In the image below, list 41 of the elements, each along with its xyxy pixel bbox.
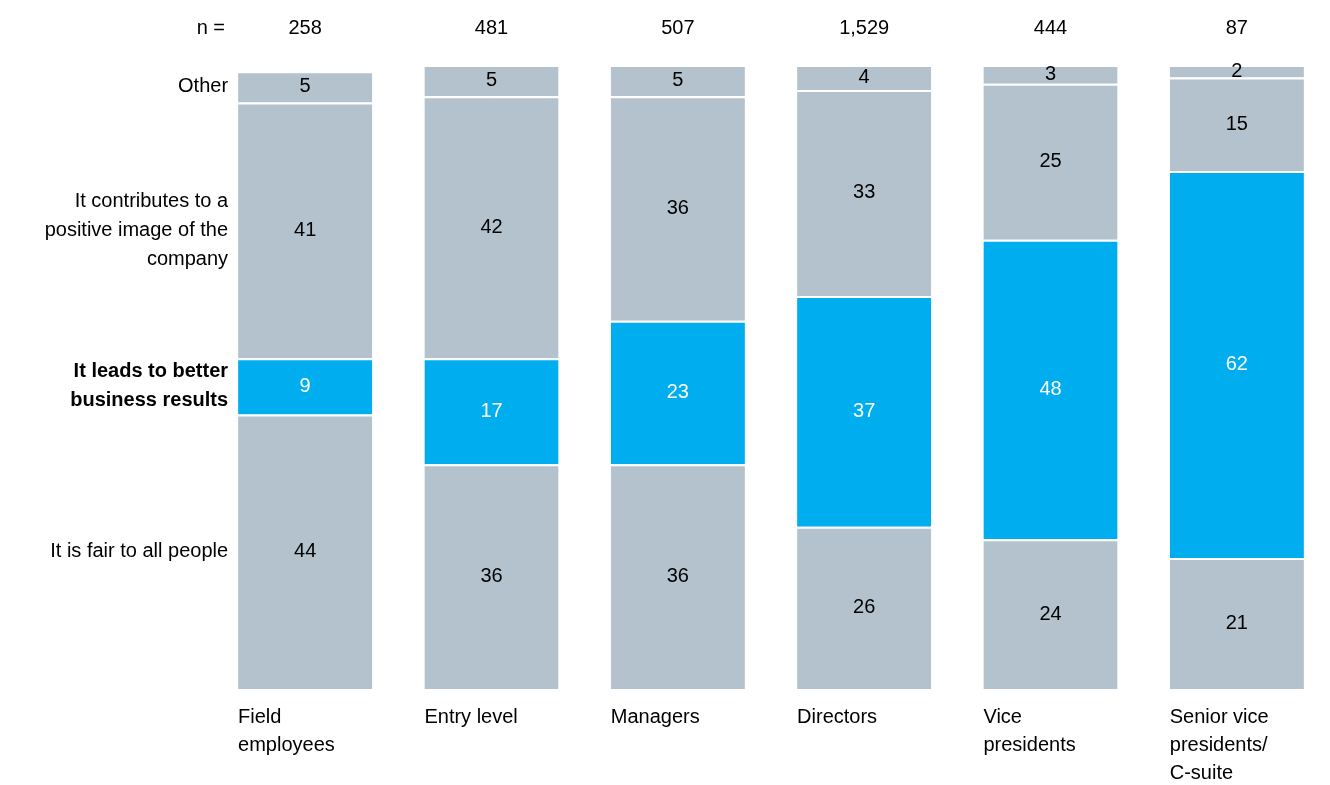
text: 507: [661, 15, 695, 38]
data-label: 5: [672, 68, 684, 91]
text: 444: [1033, 15, 1068, 38]
x-tick-label: Field employees: [238, 704, 335, 755]
text: 258: [288, 15, 322, 38]
data-label: 36: [480, 564, 503, 587]
text: n =: [196, 15, 225, 38]
data-label: 3: [1044, 61, 1057, 84]
data-label: 25: [1039, 149, 1062, 172]
data-label: 15: [1225, 111, 1248, 134]
x-tick-label: Managers: [610, 704, 700, 727]
x-tick-label: Directors: [797, 704, 878, 727]
text: 481: [474, 15, 509, 38]
x-tick-label: Vice presidents: [983, 704, 1076, 755]
series-label: It contributes to a positive image of the company: [44, 188, 229, 269]
data-label: 23: [666, 380, 689, 403]
x-tick-label: Entry level: [424, 704, 518, 727]
data-label: 5: [485, 68, 498, 91]
text: 1,529: [839, 15, 890, 38]
series-label: It leads to better business results: [70, 359, 229, 411]
data-label: 33: [853, 180, 876, 203]
data-label: 2: [1231, 58, 1243, 81]
data-label: 5: [299, 74, 311, 97]
data-label: 4: [858, 65, 870, 87]
data-label: 36: [666, 564, 689, 587]
series-label: It is fair to all people: [50, 539, 229, 562]
series-label: Other: [178, 74, 229, 97]
data-label: 44: [294, 539, 317, 562]
data-label: 21: [1225, 611, 1248, 633]
text: 87: [1225, 15, 1248, 38]
data-label: 62: [1225, 352, 1248, 375]
data-label: 9: [299, 373, 311, 396]
data-label: 17: [480, 398, 503, 421]
data-label: 24: [1039, 601, 1062, 624]
data-label: 48: [1039, 377, 1062, 399]
data-label: 41: [294, 217, 317, 240]
data-label: 37: [853, 398, 876, 421]
data-label: 26: [853, 595, 876, 618]
data-label: 42: [480, 214, 503, 237]
data-label: 36: [666, 196, 689, 219]
x-tick-label: Senior vice presidents/ C-suite: [1169, 704, 1269, 783]
